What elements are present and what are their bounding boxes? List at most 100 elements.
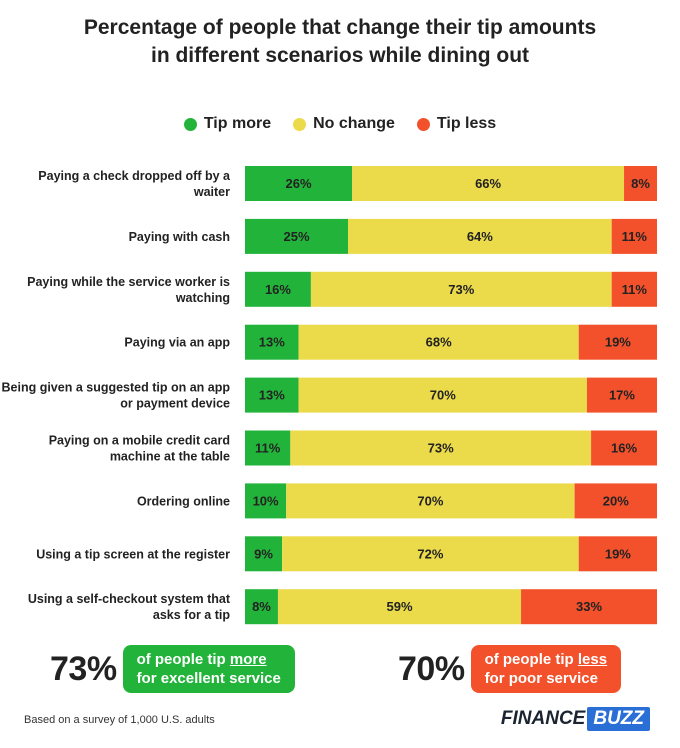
bar-value-label-tip-more: 13% [259, 388, 285, 403]
bar-segment-tip-less [591, 430, 657, 466]
bar-segment-no-change [277, 589, 522, 625]
logo-part1: FINANCE [500, 708, 586, 729]
stat-tip-less-number: 70% [398, 649, 465, 688]
category-label: Ordering online [137, 494, 230, 508]
legend-label-tip-more: Tip more [203, 115, 272, 132]
bar-segment-tip-more [245, 377, 299, 413]
bar-value-label-tip-less: 33% [576, 599, 602, 614]
bar-segment-tip-more [245, 324, 299, 360]
bar-value-label-tip-less: 16% [611, 441, 637, 456]
chart-title-line2: in different scenarios while dining out [150, 44, 530, 67]
bar-value-label-no-change: 66% [475, 176, 501, 191]
bar-value-label-no-change: 70% [417, 493, 443, 508]
bar-value-label-tip-less: 19% [605, 335, 631, 350]
category-label-line: Using a tip screen at the register [36, 547, 230, 561]
bar-value-label-tip-more: 13% [259, 335, 285, 350]
bar-value-label-tip-more: 16% [265, 282, 291, 297]
logo-part2: BUZZ [587, 707, 650, 731]
footnote: Based on a survey of 1,000 U.S. adults [24, 714, 215, 726]
bar-segment-tip-more [245, 483, 287, 519]
category-label: Paying via an app [124, 336, 230, 350]
legend-swatch-tip-more [183, 117, 197, 131]
category-label-line: asks for a tip [153, 608, 230, 622]
bar-segment-tip-less [624, 166, 657, 201]
bar-value-label-no-change: 73% [428, 441, 454, 456]
stat-tip-less-box: of people tip less for poor service [470, 645, 622, 693]
bar-segment-tip-more [245, 166, 353, 201]
bar-segment-tip-less [574, 483, 657, 519]
bar-segment-no-change [298, 377, 587, 413]
category-label: Using a self-checkout system that asks fo… [28, 592, 231, 622]
bar-value-label-tip-more: 9% [254, 546, 273, 561]
bar-segment-no-change [352, 166, 625, 201]
category-label-line: machine at the table [110, 450, 230, 464]
legend-label-no-change: No change [313, 115, 395, 132]
bar-segment-tip-more [245, 271, 311, 307]
category-label-line: Paying while the service worker is [27, 275, 230, 289]
legend-item-tip-less: Tip less [416, 115, 497, 133]
legend: Tip more No change Tip less [0, 115, 680, 133]
legend-swatch-tip-less [416, 117, 430, 131]
bar-segment-tip-less [578, 324, 657, 360]
legend-label-tip-less: Tip less [436, 115, 497, 132]
legend-item-tip-more: Tip more [183, 115, 272, 133]
bar-segment-no-change [286, 483, 575, 519]
bar-segment-no-change [290, 430, 592, 466]
brand-logo: FINANCE BUZZ [501, 707, 650, 731]
bar-segment-tip-more [245, 218, 348, 254]
bar-segment-tip-less [611, 218, 657, 254]
category-label: Paying while the service worker is watchi… [27, 275, 230, 305]
category-label: Paying on a mobile credit card machine at… [49, 434, 230, 464]
stat-tip-less: 70% of people tip less for poor service [398, 645, 622, 693]
bar-value-label-tip-more: 11% [255, 441, 281, 456]
bar-segment-tip-less [586, 377, 657, 413]
bar-value-label-tip-more: 10% [253, 493, 279, 508]
bar-value-label-tip-more: 8% [252, 599, 271, 614]
category-label-line: Paying a check dropped off by a [38, 169, 231, 183]
bar-value-label-tip-less: 20% [603, 493, 629, 508]
category-label: Paying a check dropped off by a waiter [38, 169, 231, 199]
stat-tip-more-emph: more [229, 651, 267, 668]
category-label-line: Paying via an app [124, 336, 230, 350]
category-label: Being given a suggested tip on an app or … [2, 381, 231, 411]
bar-value-label-no-change: 70% [430, 388, 456, 403]
stacked-bar-chart: Paying a check dropped off by a waiter 26%… [2, 166, 657, 625]
bar-value-label-tip-less: 11% [622, 229, 648, 244]
bar-segment-tip-more [245, 430, 291, 466]
category-label-line: or payment device [120, 397, 230, 411]
bar-value-label-tip-more: 26% [286, 176, 312, 191]
bar-value-label-no-change: 73% [448, 282, 474, 297]
bar-segment-no-change [310, 271, 612, 307]
category-label: Using a tip screen at the register [36, 547, 230, 561]
chart-title-line1: Percentage of people that change their t… [83, 16, 597, 39]
stat-tip-more-pre: of people tip [136, 651, 230, 668]
category-label-line: Ordering online [137, 494, 230, 508]
bar-value-label-tip-less: 19% [605, 546, 631, 561]
bar-value-label-no-change: 64% [467, 229, 493, 244]
bar-value-label-tip-more: 25% [283, 229, 309, 244]
category-label-line: Paying on a mobile credit card [49, 434, 230, 448]
stat-tip-more: 73% of people tip more for excellent ser… [50, 645, 295, 693]
bar-value-label-no-change: 68% [426, 335, 452, 350]
bar-value-label-tip-less: 17% [609, 388, 635, 403]
bar-segment-no-change [348, 218, 612, 254]
bar-segment-no-change [282, 536, 579, 572]
stat-tip-more-line2: for excellent service [136, 670, 281, 687]
category-label-line: Using a self-checkout system that [28, 592, 231, 606]
stat-tip-less-emph: less [577, 651, 608, 668]
stat-tip-more-number: 73% [50, 649, 117, 688]
bar-segment-tip-less [578, 536, 657, 572]
bar-segment-tip-more [245, 536, 283, 572]
bar-value-label-no-change: 59% [386, 599, 412, 614]
chart-title: Percentage of people that change their t… [0, 14, 680, 70]
bar-segment-no-change [298, 324, 579, 360]
stat-tip-less-pre: of people tip [484, 651, 578, 668]
legend-swatch-no-change [293, 117, 307, 131]
category-label-line: Paying with cash [129, 230, 230, 244]
bar-segment-tip-less [521, 589, 657, 625]
category-label-line: watching [175, 291, 230, 305]
bar-segment-tip-less [611, 271, 657, 307]
stat-tip-more-box: of people tip more for excellent service [122, 645, 295, 693]
bar-segment-tip-more [245, 589, 278, 625]
category-label-line: waiter [193, 185, 230, 199]
